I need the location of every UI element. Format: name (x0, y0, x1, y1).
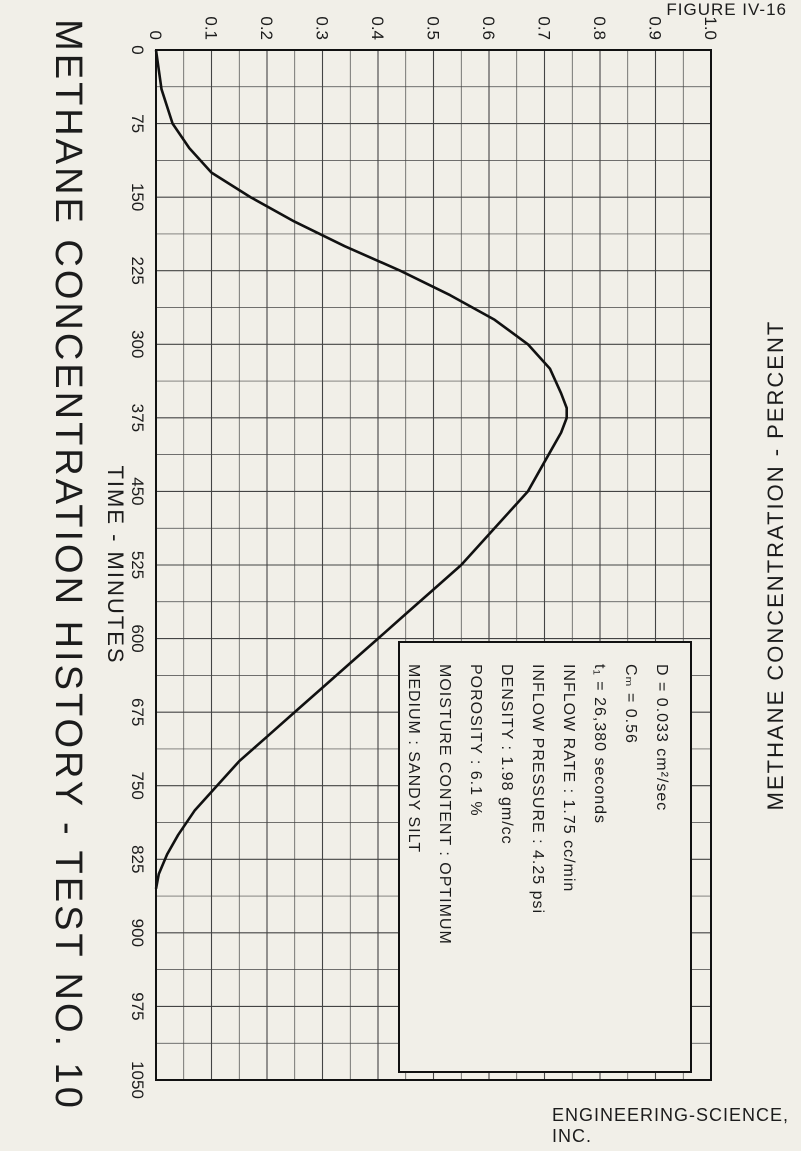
y-tick-label: 0.1 (202, 16, 221, 40)
x-tick-label: 225 (128, 257, 147, 285)
x-tick-label: 1050 (128, 1061, 147, 1099)
x-tick-label: 975 (128, 992, 147, 1020)
x-tick-label: 75 (128, 114, 147, 133)
x-tick-label: 450 (128, 477, 147, 505)
concentration-curve (154, 49, 568, 889)
parameter-line: MOISTURE CONTENT : OPTIMUM (436, 664, 453, 945)
parameter-line: MEDIUM : SANDY SILT (405, 664, 422, 853)
y-tick-label: 0.6 (479, 16, 498, 40)
x-tick-label: 825 (128, 845, 147, 873)
parameter-line: DENSITY : 1.98 gm/cc (498, 664, 515, 845)
footer-credit: ENGINEERING-SCIENCE, INC. (552, 1105, 790, 1146)
x-tick-label: 150 (128, 183, 147, 211)
figure-label: FIGURE IV-16 (666, 0, 787, 19)
parameter-line: Cₘ = 0.56 (622, 664, 639, 744)
chart-title: METHANE CONCENTRATION HISTORY - TEST NO.… (47, 19, 89, 1111)
parameter-line: t₁ = 26,380 seconds (591, 664, 608, 824)
y-tick-label: 0.8 (590, 16, 609, 40)
y-axis-label: METHANE CONCENTRATION - PERCENT (763, 320, 788, 811)
y-tick-label: 0.4 (368, 16, 387, 40)
y-tick-label: 0.7 (535, 16, 554, 40)
parameter-line: INFLOW PRESSURE : 4.25 psi (529, 664, 546, 914)
x-tick-label: 600 (128, 624, 147, 652)
parameter-line: D = 0.033 cm²/sec (653, 664, 670, 811)
x-axis-label: TIME - MINUTES (103, 465, 128, 664)
y-tick-label: 0.9 (646, 16, 665, 40)
parameter-line: POROSITY : 6.1 % (467, 664, 484, 817)
x-tick-label: 750 (128, 772, 147, 800)
x-tick-label: 675 (128, 698, 147, 726)
x-tick-label: 900 (128, 919, 147, 947)
y-tick-label: 0.2 (257, 16, 276, 40)
x-tick-label: 525 (128, 551, 147, 579)
plot-frame (155, 49, 712, 1081)
y-tick-label: 0 (146, 31, 165, 40)
x-tick-label: 0 (128, 45, 147, 54)
y-tick-label: 0.5 (424, 16, 443, 40)
y-tick-label: 0.3 (313, 16, 332, 40)
parameters-box (398, 641, 692, 1073)
y-tick-label: 1.0 (701, 16, 720, 40)
x-tick-label: 300 (128, 330, 147, 358)
x-tick-label: 375 (128, 404, 147, 432)
parameter-line: INFLOW RATE : 1.75 cc/min (560, 664, 577, 892)
